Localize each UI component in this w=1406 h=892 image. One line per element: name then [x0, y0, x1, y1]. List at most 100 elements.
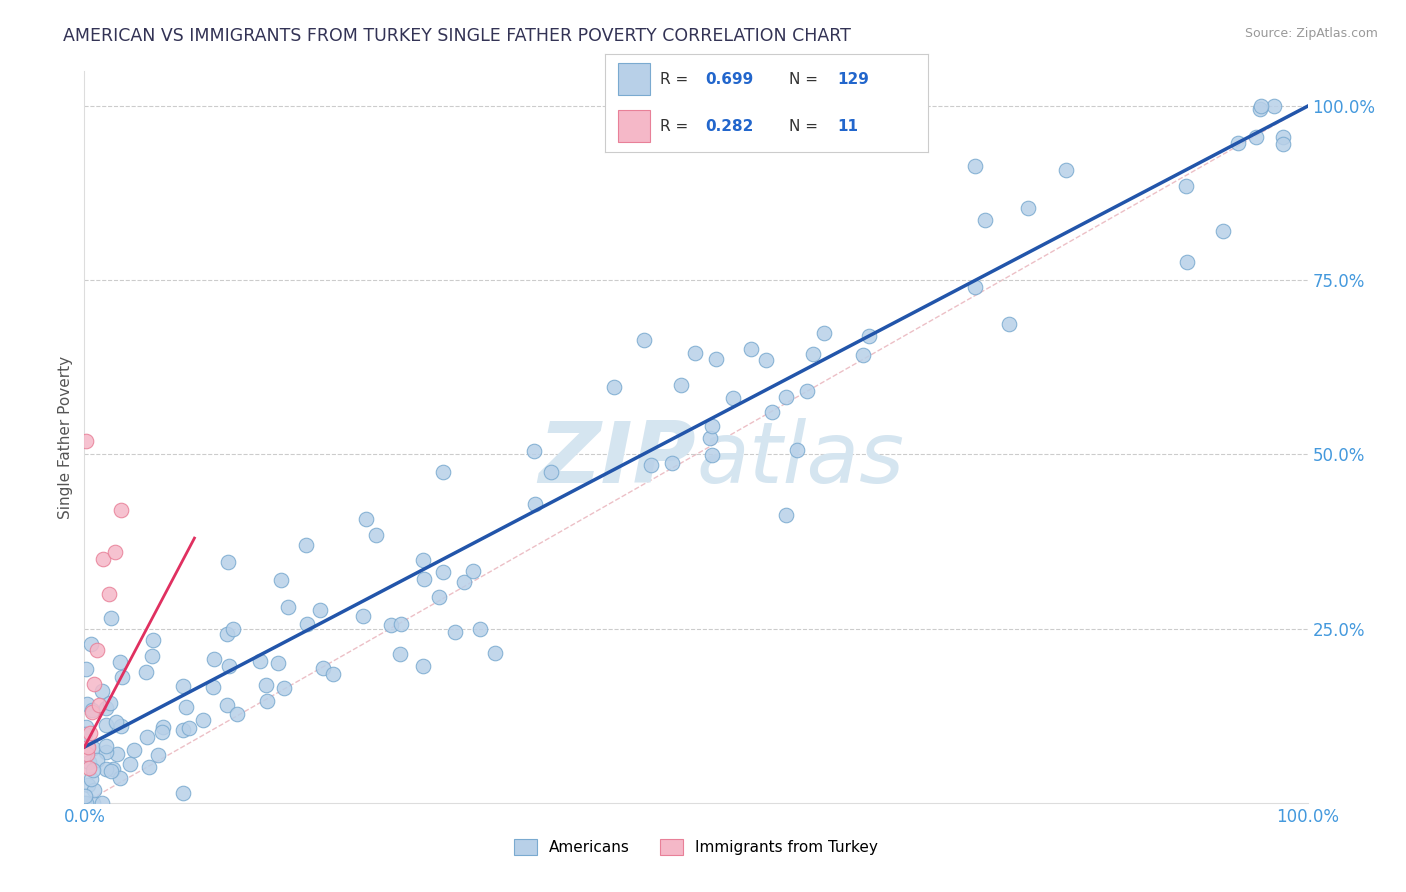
- Point: [1177, 255, 1199, 269]
- Point: [699, 431, 721, 445]
- Point: [470, 622, 492, 636]
- FancyBboxPatch shape: [617, 111, 650, 142]
- Point: [82, 703, 104, 717]
- Point: [523, 443, 546, 458]
- Point: [1263, 99, 1285, 113]
- Point: [172, 679, 194, 693]
- Point: [222, 622, 245, 636]
- Point: [524, 497, 547, 511]
- Point: [1017, 201, 1039, 215]
- Point: [704, 351, 727, 366]
- Point: [83, 677, 105, 691]
- Point: [122, 742, 145, 756]
- Point: [135, 730, 157, 744]
- Point: [94, 762, 117, 776]
- Point: [1272, 129, 1295, 144]
- Point: [191, 713, 214, 727]
- Point: [295, 617, 318, 632]
- Point: [389, 617, 412, 632]
- Point: [172, 786, 194, 800]
- Point: [295, 538, 318, 552]
- Point: [218, 659, 240, 673]
- Point: [141, 648, 163, 663]
- Point: [101, 762, 124, 776]
- Point: [142, 632, 165, 647]
- Text: 0.699: 0.699: [704, 71, 754, 87]
- Point: [740, 342, 762, 356]
- Point: [94, 739, 117, 753]
- Point: [73, 726, 96, 740]
- Point: [217, 698, 239, 713]
- Point: [852, 348, 875, 362]
- Point: [201, 680, 224, 694]
- Point: [603, 379, 626, 393]
- Point: [413, 572, 436, 586]
- Point: [963, 159, 986, 173]
- Point: [104, 545, 127, 559]
- Point: [77, 761, 100, 775]
- Point: [1272, 136, 1295, 151]
- Text: R =: R =: [659, 71, 693, 87]
- Text: atlas: atlas: [696, 417, 904, 500]
- Point: [176, 700, 198, 714]
- Point: [77, 778, 100, 792]
- Point: [354, 512, 377, 526]
- Point: [177, 721, 200, 735]
- Point: [91, 684, 114, 698]
- Text: ZIP: ZIP: [538, 417, 696, 500]
- Text: N =: N =: [789, 71, 823, 87]
- Point: [786, 442, 808, 457]
- Text: Source: ZipAtlas.com: Source: ZipAtlas.com: [1244, 27, 1378, 40]
- Point: [91, 796, 114, 810]
- Point: [80, 772, 103, 787]
- Point: [997, 317, 1019, 331]
- Point: [796, 384, 818, 399]
- Point: [1212, 224, 1234, 238]
- Point: [1054, 163, 1077, 178]
- Point: [761, 405, 783, 419]
- Point: [974, 213, 997, 227]
- Point: [75, 434, 97, 448]
- Point: [110, 719, 132, 733]
- Point: [77, 740, 100, 755]
- Text: AMERICAN VS IMMIGRANTS FROM TURKEY SINGLE FATHER POVERTY CORRELATION CHART: AMERICAN VS IMMIGRANTS FROM TURKEY SINGL…: [63, 27, 851, 45]
- Point: [83, 782, 105, 797]
- Point: [75, 796, 97, 810]
- Y-axis label: Single Father Poverty: Single Father Poverty: [58, 356, 73, 518]
- Point: [1227, 136, 1250, 151]
- Point: [100, 611, 122, 625]
- Point: [80, 637, 103, 651]
- Point: [152, 720, 174, 734]
- Point: [775, 508, 797, 522]
- Point: [96, 701, 118, 715]
- Point: [82, 796, 104, 810]
- Point: [484, 646, 506, 660]
- Point: [388, 647, 411, 661]
- Legend: Americans, Immigrants from Turkey: Americans, Immigrants from Turkey: [508, 833, 884, 861]
- Point: [82, 764, 104, 778]
- Point: [427, 590, 450, 604]
- Point: [801, 347, 824, 361]
- Point: [412, 553, 434, 567]
- Point: [87, 698, 110, 713]
- Point: [202, 651, 225, 665]
- Point: [108, 655, 131, 669]
- Point: [412, 659, 434, 673]
- Point: [110, 503, 132, 517]
- Point: [97, 587, 120, 601]
- Point: [775, 390, 797, 404]
- Point: [700, 418, 723, 433]
- Point: [217, 555, 239, 569]
- Point: [640, 458, 662, 472]
- Point: [135, 665, 157, 679]
- Point: [267, 656, 290, 670]
- Point: [75, 662, 97, 676]
- Point: [94, 745, 117, 759]
- Point: [86, 753, 108, 767]
- Point: [312, 661, 335, 675]
- Point: [1174, 178, 1197, 193]
- Point: [755, 353, 778, 368]
- Point: [98, 696, 121, 710]
- Point: [308, 603, 330, 617]
- Point: [75, 720, 97, 734]
